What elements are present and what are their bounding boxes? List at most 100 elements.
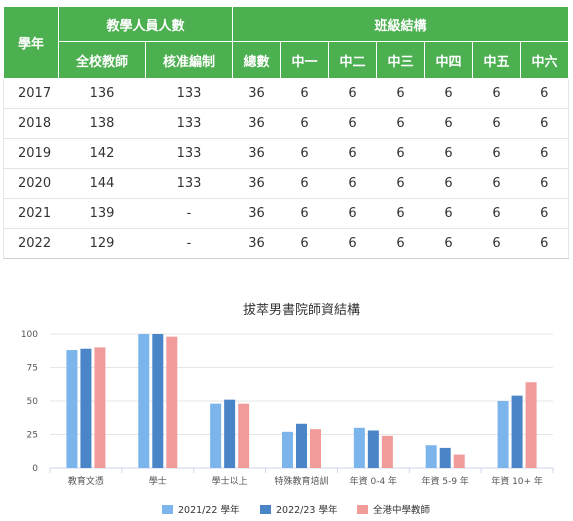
y-tick-label: 0 <box>32 464 38 474</box>
x-tick-label: 學士以上 <box>212 475 248 487</box>
legend-swatch <box>162 505 173 514</box>
cell-year: 2020 <box>3 168 59 199</box>
cell-s6: 6 <box>520 168 569 199</box>
cell-all-teachers: 138 <box>58 108 146 139</box>
cell-year: 2018 <box>3 108 59 139</box>
y-tick-label: 25 <box>27 431 38 441</box>
bar <box>525 382 537 468</box>
cell-year: 2019 <box>3 138 59 169</box>
cell-s4: 6 <box>424 168 473 199</box>
cell-s1: 6 <box>280 78 329 109</box>
cell-s1: 6 <box>280 228 329 259</box>
cell-s2: 6 <box>328 78 377 109</box>
header-s6: 中六 <box>520 41 569 79</box>
x-tick-label: 年資 10+ 年 <box>491 475 543 487</box>
table-row: 2021 139-36 6 6 6 6 6 6 <box>3 198 569 229</box>
y-tick-label: 100 <box>21 330 38 340</box>
cell-total-classes: 36 <box>232 168 281 199</box>
cell-total-classes: 36 <box>232 138 281 169</box>
cell-s1: 6 <box>280 108 329 139</box>
cell-all-teachers: 139 <box>58 198 146 229</box>
y-tick-label: 50 <box>27 397 39 407</box>
x-tick-label: 特殊教育培訓 <box>274 475 328 487</box>
cell-all-teachers: 136 <box>58 78 146 109</box>
cell-approved-establishment: 133 <box>145 138 233 169</box>
cell-s4: 6 <box>424 228 473 259</box>
cell-s6: 6 <box>520 108 569 139</box>
cell-s3: 6 <box>376 138 425 169</box>
bar <box>66 350 78 468</box>
bar <box>381 435 393 468</box>
cell-s3: 6 <box>376 108 425 139</box>
cell-s3: 6 <box>376 228 425 259</box>
cell-total-classes: 36 <box>232 108 281 139</box>
cell-approved-establishment: 133 <box>145 168 233 199</box>
cell-total-classes: 36 <box>232 198 281 229</box>
bar <box>497 401 509 468</box>
bar <box>152 334 164 468</box>
y-tick-label: 75 <box>27 364 38 374</box>
bar <box>353 427 365 468</box>
cell-approved-establishment: 133 <box>145 108 233 139</box>
cell-s5: 6 <box>472 228 521 259</box>
cell-all-teachers: 129 <box>58 228 146 259</box>
bar <box>238 403 250 468</box>
header-total-classes: 總數 <box>232 41 281 79</box>
header-class-group: 班級結構 <box>232 6 569 42</box>
cell-year: 2021 <box>3 198 59 229</box>
header-s3: 中三 <box>376 41 425 79</box>
header-approved-establishment: 核准編制 <box>145 41 233 79</box>
cell-year: 2017 <box>3 78 59 109</box>
bar <box>282 431 293 468</box>
legend-swatch <box>357 505 368 514</box>
cell-all-teachers: 142 <box>58 138 146 169</box>
bar <box>94 347 106 468</box>
table-row: 2018 138 133 36 6 6 6 6 6 6 <box>3 108 569 139</box>
header-s5: 中五 <box>472 41 521 79</box>
cell-s2: 6 <box>328 198 377 229</box>
cell-approved-establishment: - <box>145 228 233 259</box>
cell-total-classes: 36 <box>232 228 281 259</box>
cell-approved-establishment: - <box>145 198 233 229</box>
cell-s2: 6 <box>328 228 377 259</box>
x-tick-label: 教育文憑 <box>68 475 104 487</box>
legend-label: 全港中學教師 <box>373 504 431 516</box>
header-year: 學年 <box>3 6 59 79</box>
chart-title: 拔萃男書院師資結構 <box>243 303 360 318</box>
header-s2: 中二 <box>328 41 377 79</box>
bar <box>439 447 451 468</box>
cell-s4: 6 <box>424 198 473 229</box>
x-tick-label: 年資 0-4 年 <box>350 475 397 487</box>
cell-s4: 6 <box>424 138 473 169</box>
cell-s5: 6 <box>472 108 521 139</box>
bar <box>296 423 307 468</box>
header-s4: 中四 <box>424 41 473 79</box>
cell-s2: 6 <box>328 168 377 199</box>
x-tick-label: 年資 5-9 年 <box>422 475 469 487</box>
cell-s1: 6 <box>280 198 329 229</box>
cell-s1: 6 <box>280 168 329 199</box>
header-all-teachers: 全校教師 <box>58 41 146 79</box>
cell-s4: 6 <box>424 108 473 139</box>
cell-s2: 6 <box>328 138 377 169</box>
bar <box>166 336 178 468</box>
legend-swatch <box>260 505 271 514</box>
bar <box>425 445 437 468</box>
cell-s4: 6 <box>424 78 473 109</box>
cell-s3: 6 <box>376 198 425 229</box>
table-row: 2022 129-36 6 6 6 6 6 6 <box>3 228 569 259</box>
bar <box>310 429 321 468</box>
cell-s5: 6 <box>472 78 521 109</box>
table-row: 2019 142 133 36 6 6 6 6 6 6 <box>3 138 569 169</box>
cell-all-teachers: 144 <box>58 168 146 199</box>
cell-s3: 6 <box>376 78 425 109</box>
bar <box>80 348 92 468</box>
cell-year: 2022 <box>3 228 59 259</box>
cell-s6: 6 <box>520 228 569 259</box>
bar <box>210 403 222 468</box>
cell-s6: 6 <box>520 138 569 169</box>
bar <box>453 454 465 468</box>
bar <box>367 430 379 468</box>
bar <box>138 334 150 468</box>
teacher-qualification-chart: 拔萃男書院師資結構 0 25 50 75 100 教育文憑 學士 學士以上 特殊教育培訓 年資 0-… <box>21 303 554 516</box>
